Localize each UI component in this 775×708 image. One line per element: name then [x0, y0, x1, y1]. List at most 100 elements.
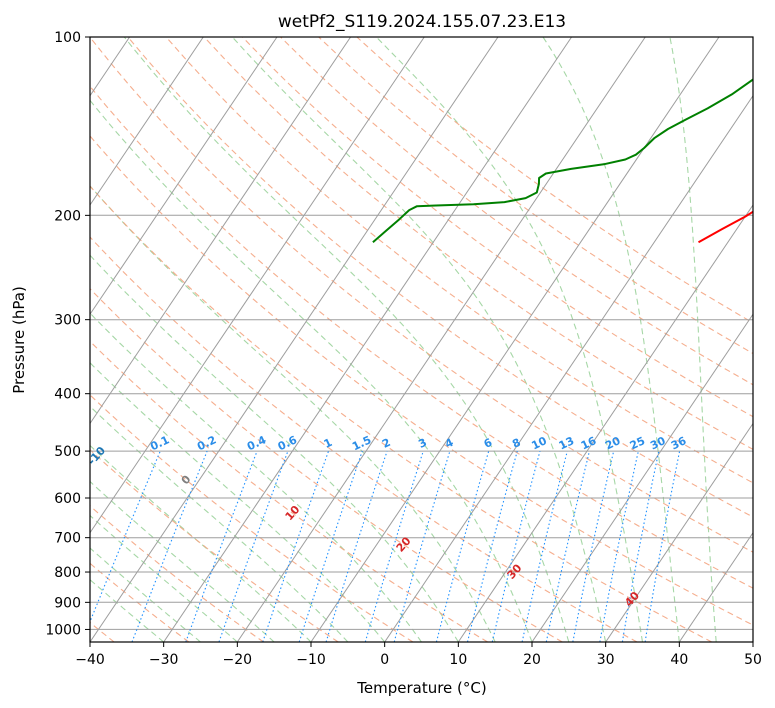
moist-adiabat-line	[231, 37, 607, 642]
moist-adiabat-line	[90, 405, 349, 642]
isotherm-line	[90, 37, 499, 642]
isotherm-line	[236, 37, 646, 642]
moist-adiabat-line	[375, 37, 644, 642]
dry-adiabat-label: 10	[283, 503, 303, 523]
moist-adiabat-line	[90, 254, 459, 642]
moist-adiabat-line	[542, 37, 680, 642]
plot-frame	[89, 36, 754, 643]
dry-adiabat-line	[90, 85, 753, 589]
x-tick-label: 10	[449, 652, 467, 668]
chart-grid	[0, 37, 753, 642]
dry-adiabat-line	[90, 185, 712, 642]
y-tick-label: 900	[54, 595, 81, 611]
y-axis-label: Pressure (hPa)	[10, 286, 28, 394]
dry-adiabat-label: -10	[85, 444, 108, 468]
moist-adiabat-line	[90, 514, 238, 642]
y-tick-label: 100	[54, 30, 81, 46]
mixing-ratio-label: 36	[669, 434, 689, 452]
x-tick-label: 40	[670, 652, 688, 668]
isotherm-line	[90, 37, 425, 534]
chart-line-labels: 0.10.20.40.611.52346810131620253036-100-…	[2, 422, 689, 609]
mixing-ratio-line	[185, 450, 258, 642]
mixing-ratio-label: 1.5	[350, 433, 373, 453]
moist-adiabat-line	[90, 185, 496, 642]
y-tick-label: 400	[54, 387, 81, 403]
x-tick-label: −10	[296, 652, 326, 668]
mixing-ratio-line	[621, 450, 660, 642]
y-tick-label: 800	[54, 565, 81, 581]
dry-adiabat-line	[90, 505, 264, 642]
x-tick-label: −20	[223, 652, 253, 668]
dry-adiabat-line	[280, 37, 753, 386]
isotherm-line	[605, 422, 753, 642]
isotherm-line	[384, 94, 753, 642]
moist-adiabat-line	[90, 547, 201, 642]
mixing-ratio-line	[262, 450, 330, 642]
x-tick-label: −40	[75, 652, 105, 668]
mixing-ratio-line	[521, 450, 568, 642]
mixing-ratio-line	[545, 450, 590, 642]
y-tick-label: 700	[54, 531, 81, 547]
moist-adiabat-line	[123, 37, 570, 642]
dry-adiabat-line	[242, 37, 753, 418]
mixing-ratio-label: 30	[648, 434, 668, 452]
dry-adiabat-line	[90, 135, 753, 626]
mixing-ratio-label: 0.2	[195, 433, 218, 453]
mixing-ratio-line	[644, 450, 681, 642]
y-tick-label: 500	[54, 444, 81, 460]
y-tick-label: 200	[54, 208, 81, 224]
mixing-ratio-line	[218, 450, 289, 642]
x-tick-label: 50	[744, 652, 762, 668]
moist-adiabat-line	[90, 579, 165, 642]
dewpoint-profile-line	[372, 78, 753, 243]
moist-adiabat-line	[90, 312, 422, 642]
mixing-ratio-label: 25	[628, 434, 647, 452]
mixing-ratio-line	[599, 450, 639, 642]
x-tick-label: 0	[380, 652, 389, 668]
y-tick-label: 1000	[45, 622, 81, 638]
mixing-ratio-line	[298, 450, 363, 642]
mixing-ratio-label: 1	[322, 436, 334, 451]
mixing-ratio-line	[466, 450, 518, 642]
isotherm-line	[457, 204, 753, 642]
isotherm-line	[0, 37, 56, 642]
y-tick-label: 300	[54, 313, 81, 329]
isotherm-line	[163, 37, 573, 642]
moist-adiabat-line	[90, 362, 386, 642]
temperature-profile-line	[698, 210, 753, 244]
x-tick-label: −30	[149, 652, 179, 668]
mixing-ratio-line	[491, 450, 541, 642]
dry-adiabat-line	[90, 287, 563, 642]
dry-adiabat-line	[90, 340, 488, 642]
mixing-ratio-line	[435, 450, 490, 642]
dry-adiabat-line	[90, 236, 638, 642]
isotherm-line	[531, 313, 753, 642]
moist-adiabat-line	[90, 480, 275, 642]
dry-adiabat-line	[318, 37, 753, 355]
chart-axes: −40 −30 −20 −10 0 10 20 30 40 5010020030040050060…	[45, 30, 762, 668]
x-tick-label: 20	[523, 652, 541, 668]
moist-adiabat-line	[90, 99, 533, 642]
mixing-ratio-label: 0.1	[148, 433, 171, 453]
isotherm-line	[90, 37, 278, 316]
isotherm-line	[678, 531, 753, 642]
mixing-ratio-label: 20	[603, 434, 623, 452]
mixing-ratio-line	[90, 450, 161, 624]
moist-adiabat-line	[90, 444, 312, 642]
isotherm-line	[310, 37, 720, 642]
chart-series	[372, 78, 753, 244]
dry-adiabat-label: -20	[2, 422, 25, 446]
mixing-ratio-label: 8	[510, 436, 522, 451]
dry-adiabat-line	[90, 394, 414, 642]
isotherm-line	[90, 37, 352, 425]
y-tick-label: 600	[54, 491, 81, 507]
x-tick-label: 30	[597, 652, 615, 668]
mixing-ratio-label: 4	[443, 436, 456, 451]
chart-title: wetPf2_S119.2024.155.07.23.E13	[278, 12, 566, 32]
mixing-ratio-line	[325, 450, 388, 642]
isotherm-line	[752, 641, 753, 642]
mixing-ratio-line	[364, 450, 424, 642]
mixing-ratio-label: 10	[530, 434, 550, 452]
mixing-ratio-label: 6	[482, 436, 495, 451]
